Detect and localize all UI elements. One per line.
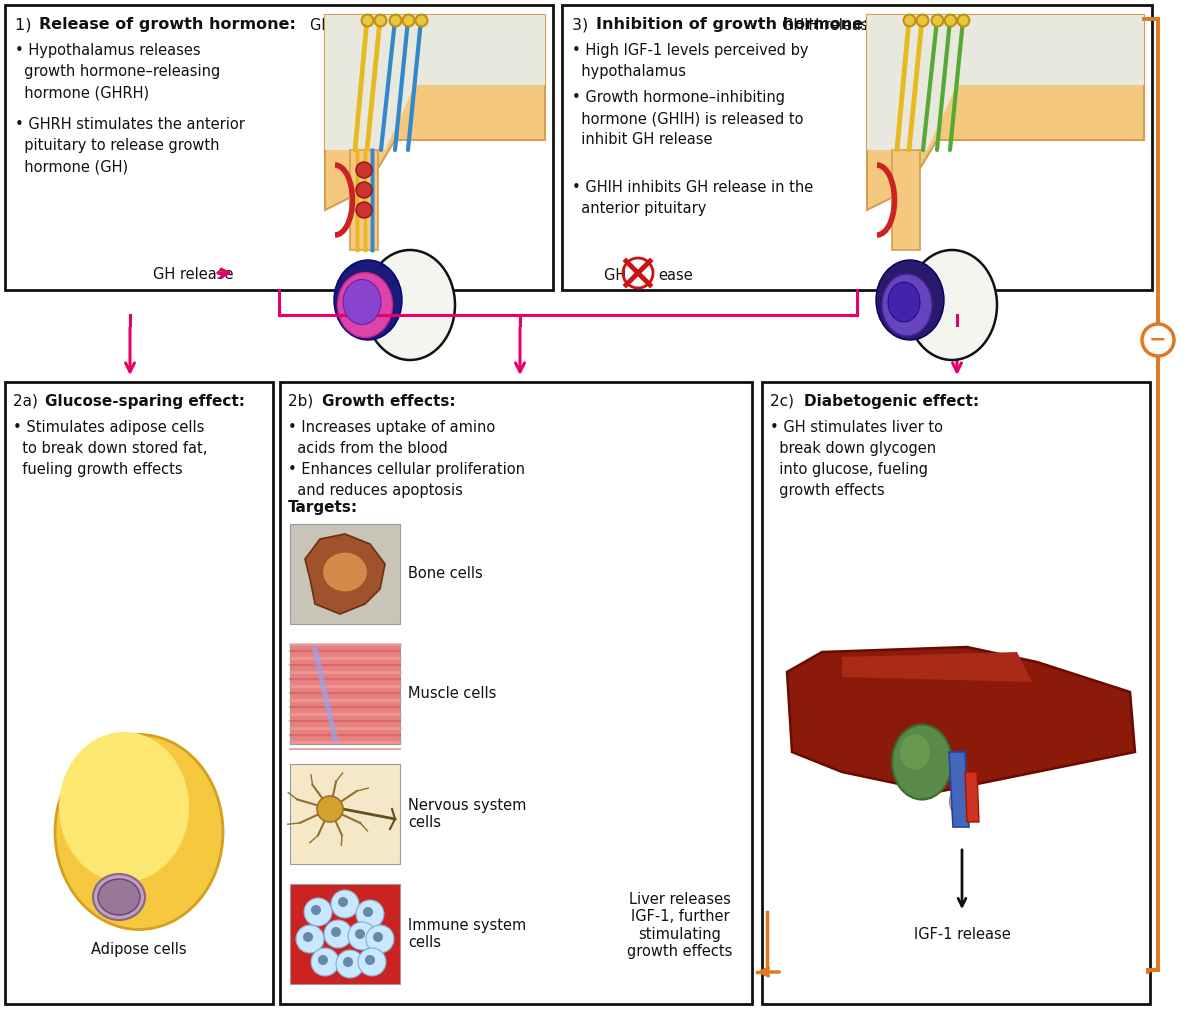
Text: 2c): 2c) (770, 394, 798, 409)
Text: GH: GH (604, 268, 631, 283)
Bar (562, 5, 1152, 290)
Text: Muscle cells: Muscle cells (407, 686, 497, 701)
Polygon shape (842, 652, 1032, 682)
Ellipse shape (876, 260, 944, 340)
Text: Targets:: Targets: (287, 500, 358, 515)
Bar (290, 884, 400, 984)
Text: • Stimulates adipose cells
  to break down stored fat,
  fueling growth effects: • Stimulates adipose cells to break down… (13, 420, 208, 477)
Ellipse shape (97, 879, 140, 915)
Bar (290, 644, 400, 744)
Circle shape (355, 929, 365, 939)
Text: • High IGF-1 levels perceived by
  hypothalamus: • High IGF-1 levels perceived by hypotha… (571, 43, 809, 79)
Circle shape (365, 955, 375, 965)
Circle shape (331, 890, 359, 918)
Text: Inhibition of growth hormone:: Inhibition of growth hormone: (596, 17, 870, 32)
Bar (762, 382, 1150, 1004)
Circle shape (339, 897, 348, 907)
Text: Release of growth hormone:: Release of growth hormone: (39, 17, 296, 32)
Circle shape (343, 957, 353, 967)
Circle shape (303, 932, 312, 942)
Text: Bone cells: Bone cells (407, 566, 482, 581)
Text: Adipose cells: Adipose cells (91, 942, 187, 957)
Text: Growth effects:: Growth effects: (322, 394, 456, 409)
Polygon shape (786, 647, 1135, 792)
Ellipse shape (337, 272, 392, 337)
Polygon shape (867, 15, 1144, 210)
Text: 3): 3) (571, 17, 593, 32)
Bar (5, 382, 273, 1004)
Polygon shape (305, 534, 385, 614)
Text: 2b): 2b) (287, 394, 318, 409)
Circle shape (366, 925, 394, 952)
Ellipse shape (906, 250, 997, 360)
FancyBboxPatch shape (892, 150, 920, 250)
Circle shape (296, 925, 324, 952)
Text: • Growth hormone–inhibiting
  hormone (GHIH) is released to
  inhibit GH release: • Growth hormone–inhibiting hormone (GHI… (571, 90, 803, 147)
Text: 2a): 2a) (13, 394, 43, 409)
Text: • GHIH inhibits GH release in the
  anterior pituitary: • GHIH inhibits GH release in the anteri… (571, 180, 814, 216)
Text: Glucose-sparing effect:: Glucose-sparing effect: (45, 394, 245, 409)
Circle shape (356, 182, 372, 198)
Circle shape (331, 927, 341, 937)
Text: Liver releases
IGF-1, further
stimulating
growth effects: Liver releases IGF-1, further stimulatin… (627, 892, 733, 960)
Circle shape (356, 162, 372, 178)
Text: Immune system
cells: Immune system cells (407, 918, 526, 950)
Polygon shape (326, 15, 545, 150)
Ellipse shape (887, 282, 920, 322)
Bar (290, 764, 400, 864)
Ellipse shape (334, 260, 402, 340)
Ellipse shape (892, 724, 952, 799)
Circle shape (373, 932, 383, 942)
Circle shape (318, 955, 328, 965)
Text: ease: ease (658, 268, 693, 283)
Circle shape (336, 950, 364, 978)
Circle shape (317, 796, 343, 822)
Circle shape (304, 898, 331, 926)
Circle shape (1142, 324, 1174, 356)
Circle shape (364, 907, 373, 917)
Text: Diabetogenic effect:: Diabetogenic effect: (804, 394, 979, 409)
Circle shape (311, 905, 321, 915)
Text: GH release: GH release (153, 267, 234, 282)
Text: GHRH release: GHRH release (310, 18, 411, 33)
Circle shape (324, 920, 352, 948)
FancyBboxPatch shape (350, 150, 378, 250)
Bar (280, 382, 752, 1004)
Bar (5, 5, 552, 290)
Polygon shape (965, 772, 979, 822)
Ellipse shape (901, 735, 930, 770)
Circle shape (356, 202, 372, 218)
Ellipse shape (949, 787, 974, 817)
Polygon shape (949, 752, 969, 827)
Text: 1): 1) (15, 17, 37, 32)
Text: • GH stimulates liver to
  break down glycogen
  into glucose, fueling
  growth : • GH stimulates liver to break down glyc… (770, 420, 943, 498)
Ellipse shape (93, 874, 145, 920)
Ellipse shape (59, 732, 189, 882)
Circle shape (311, 948, 339, 976)
Text: GHIH release: GHIH release (782, 18, 878, 33)
Text: −: − (1149, 330, 1167, 350)
Ellipse shape (322, 552, 367, 592)
Ellipse shape (55, 735, 223, 929)
Text: • Increases uptake of amino
  acids from the blood
• Enhances cellular prolifera: • Increases uptake of amino acids from t… (287, 420, 525, 498)
Polygon shape (326, 15, 545, 210)
Ellipse shape (365, 250, 455, 360)
Polygon shape (867, 15, 1144, 150)
Ellipse shape (343, 279, 381, 325)
Circle shape (358, 948, 386, 976)
Text: • GHRH stimulates the anterior
  pituitary to release growth
  hormone (GH): • GHRH stimulates the anterior pituitary… (15, 117, 245, 174)
Text: • Hypothalamus releases
  growth hormone–releasing
  hormone (GHRH): • Hypothalamus releases growth hormone–r… (15, 43, 220, 100)
Ellipse shape (881, 274, 933, 336)
Bar (290, 524, 400, 624)
Circle shape (348, 922, 375, 950)
Text: IGF-1 release: IGF-1 release (914, 927, 1010, 942)
Text: Nervous system
cells: Nervous system cells (407, 798, 526, 830)
Circle shape (356, 900, 384, 928)
